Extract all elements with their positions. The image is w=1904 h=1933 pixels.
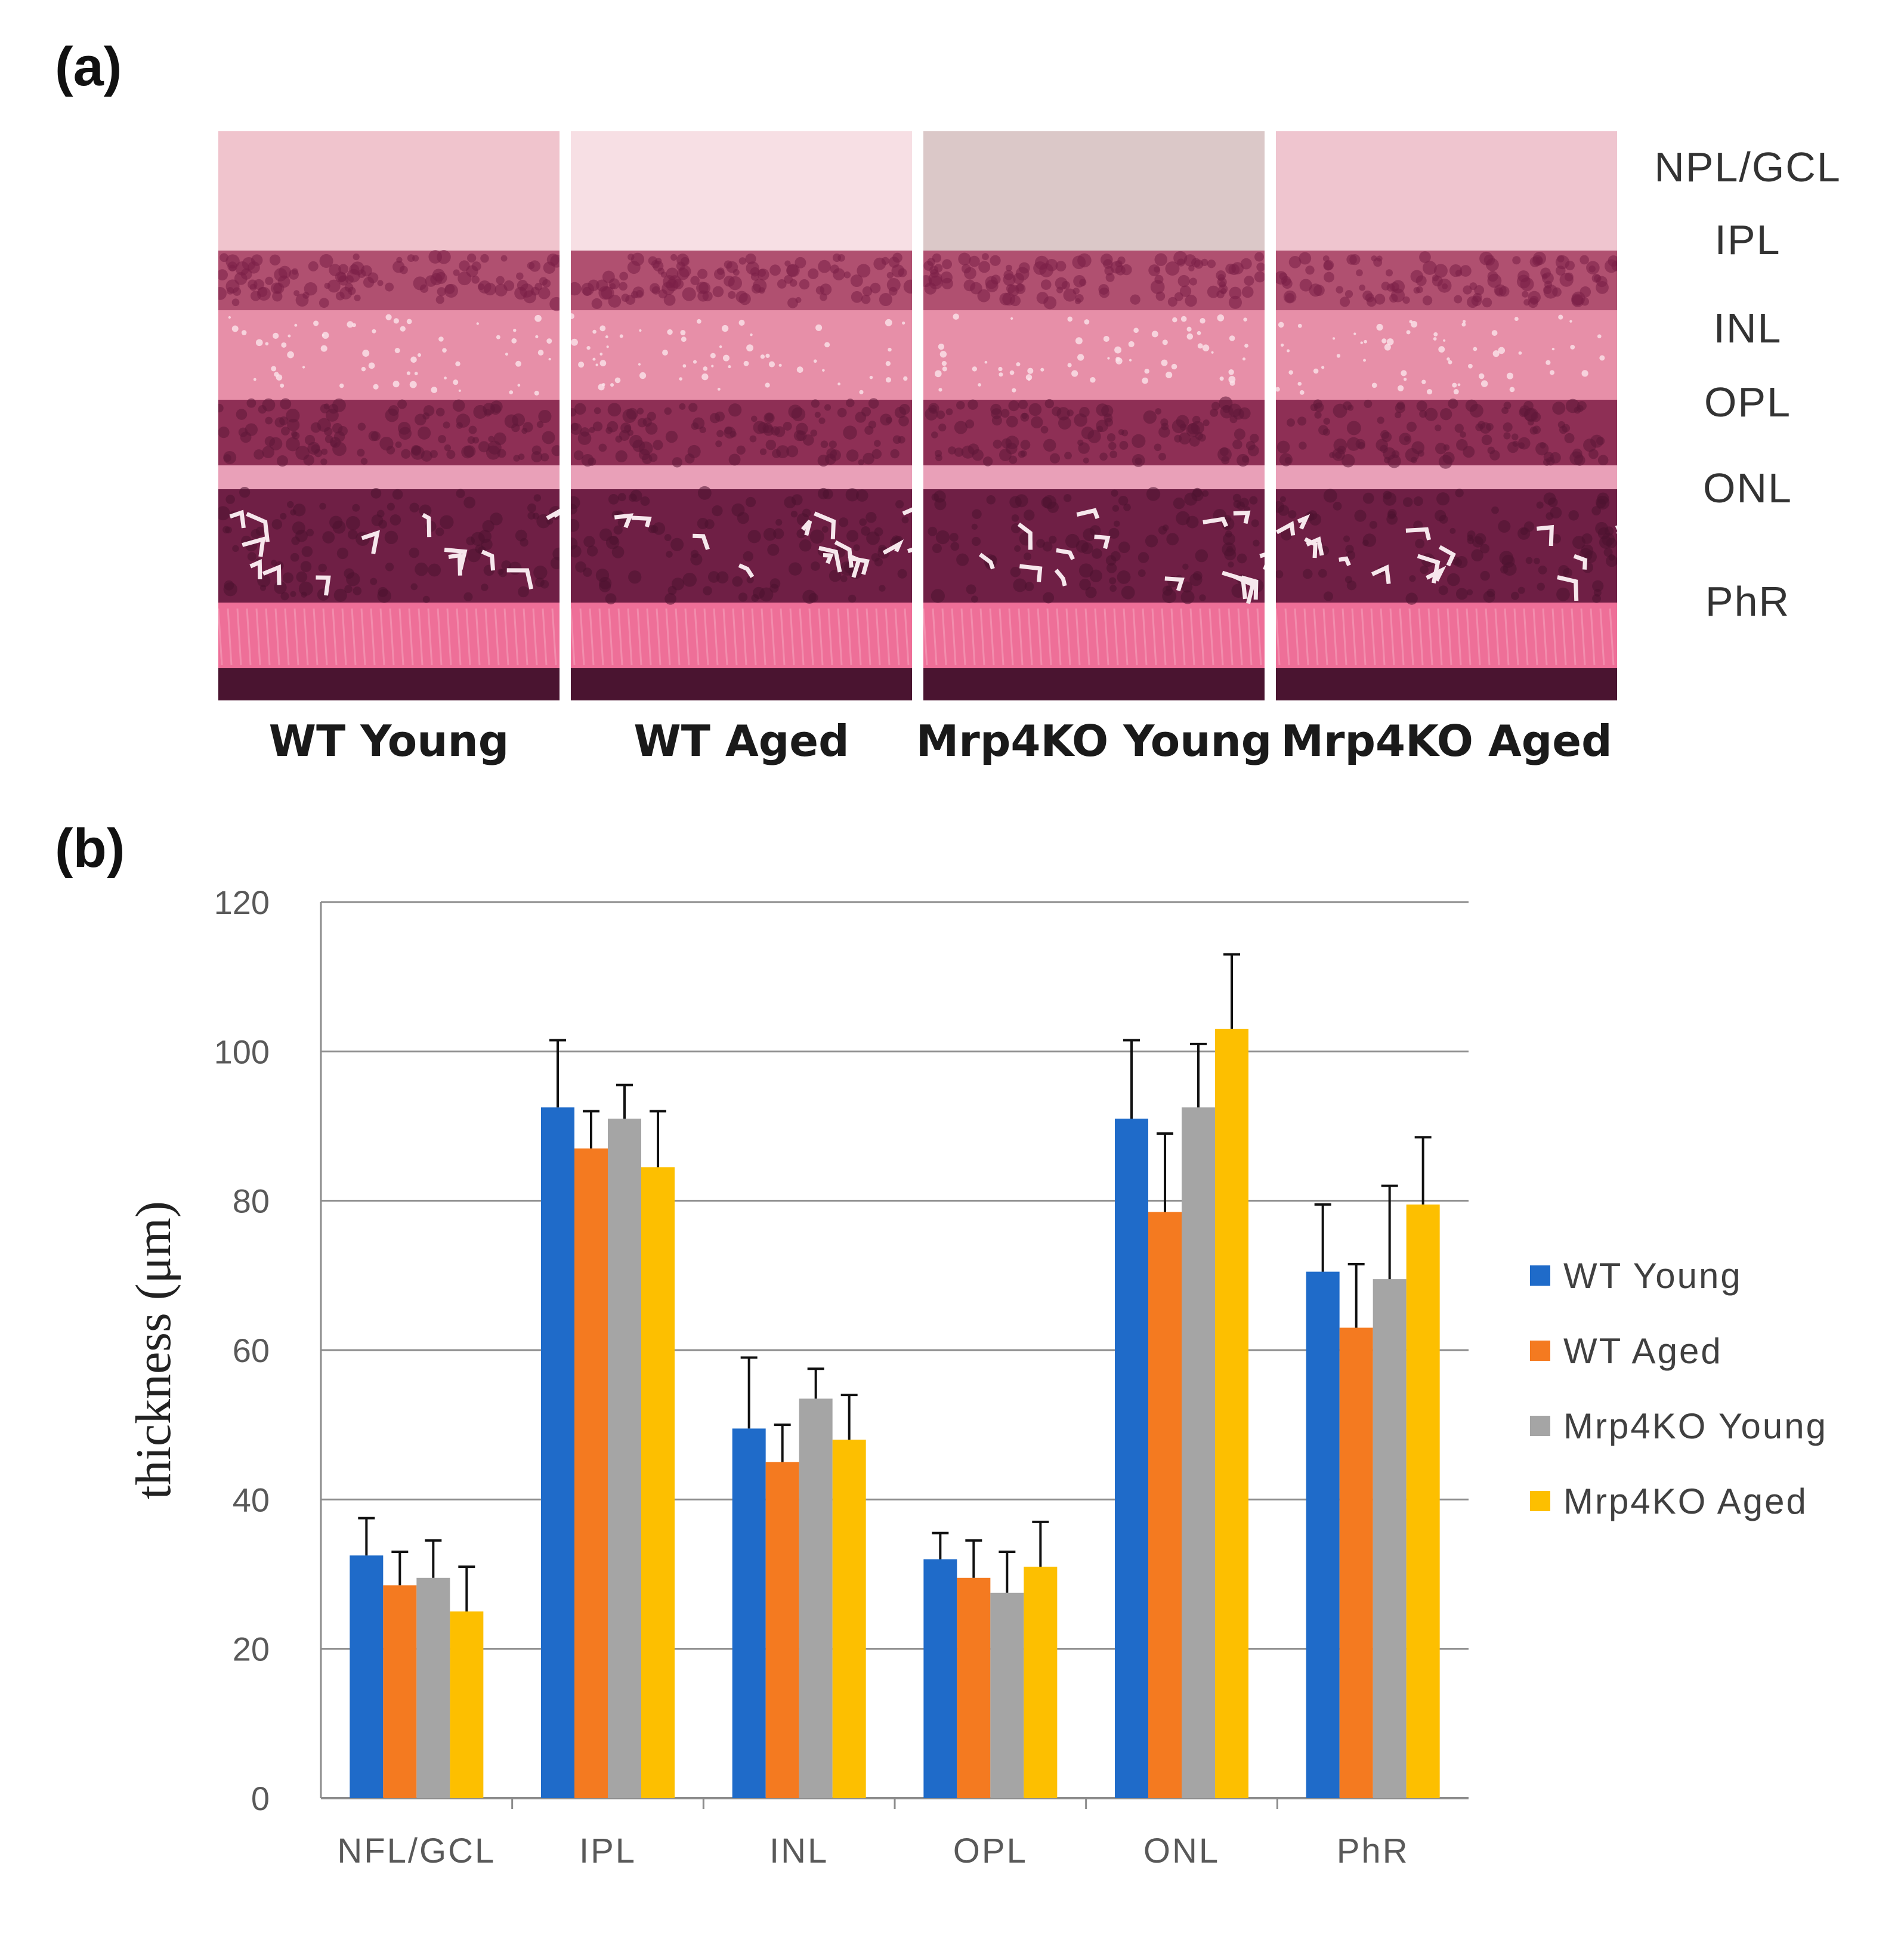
legend-item-mrp4ko-young: Mrp4KO Young [1530, 1388, 1828, 1463]
bar-mrp4ko-young-opl [990, 1592, 1024, 1798]
error-bar [391, 1550, 409, 1586]
error-bar [650, 1110, 666, 1168]
bar-wt-young-onl [1115, 1118, 1148, 1798]
legend-label-mrp4ko-aged: Mrp4KO Aged [1563, 1481, 1808, 1521]
bar-wt-young-nfl-gcl [350, 1555, 384, 1798]
y-tick-label: 100 [214, 1033, 270, 1070]
error-bar [1314, 1203, 1331, 1272]
bar-wt-aged-nfl-gcl [383, 1585, 417, 1798]
x-tick-label: PhR [1337, 1832, 1410, 1870]
y-tick-label: 0 [251, 1780, 270, 1817]
layer-label-npl-gcl: NPL/GCL [1654, 144, 1841, 190]
y-axis-title: thickness (μm) [126, 1201, 181, 1499]
bar-wt-aged-onl [1148, 1212, 1182, 1798]
bar-mrp4ko-aged-onl [1215, 1029, 1248, 1798]
error-bar [774, 1423, 791, 1462]
error-bar [1157, 1132, 1173, 1212]
legend-swatch-wt-aged [1530, 1341, 1550, 1361]
error-bar [425, 1539, 442, 1578]
micrograph-wt-young [218, 131, 560, 700]
x-tick-label: OPL [953, 1832, 1028, 1870]
x-tick-label: ONL [1143, 1832, 1220, 1870]
error-bar [583, 1110, 599, 1149]
micrograph-wt-aged [571, 131, 912, 700]
x-tick-label: NFL/GCL [337, 1832, 496, 1870]
bar-mrp4ko-aged-opl [1024, 1566, 1058, 1798]
panel-b-label: (b) [55, 818, 125, 879]
error-bar [999, 1550, 1016, 1593]
bar-wt-young-opl [923, 1559, 957, 1798]
bar-mrp4ko-young-onl [1182, 1107, 1215, 1798]
error-bar [807, 1367, 824, 1399]
error-bar [1032, 1520, 1049, 1567]
y-tick-label: 120 [214, 884, 270, 921]
panel-a-label: (a) [55, 36, 122, 97]
chart-legend: WT Young WT Aged Mrp4KO Young Mrp4KO Age… [1530, 1238, 1828, 1539]
bar-mrp4ko-young-inl [799, 1398, 833, 1798]
x-tick-label: INL [769, 1832, 829, 1870]
error-bar [1347, 1263, 1365, 1328]
error-bar [740, 1356, 758, 1429]
bar-chart: 0 20 40 60 80 100 120 thickness (μm) NFL/GCL IPL I… [126, 884, 1469, 1870]
y-tick-label: 40 [233, 1481, 270, 1518]
error-bar [358, 1517, 375, 1556]
layer-label-phr: PhR [1705, 578, 1791, 625]
error-bar [1414, 1136, 1432, 1205]
legend-label-wt-aged: WT Aged [1563, 1330, 1723, 1371]
y-tick-label: 20 [233, 1631, 270, 1668]
error-bar [932, 1531, 949, 1560]
legend-item-mrp4ko-aged: Mrp4KO Aged [1530, 1463, 1828, 1539]
bar-mrp4ko-young-ipl [608, 1118, 641, 1798]
micrograph-mrp4ko-young [923, 131, 1265, 700]
caption-wt-aged: WT Aged [633, 716, 849, 766]
layer-label-opl: OPL [1704, 379, 1792, 425]
x-tick-label: IPL [579, 1832, 636, 1870]
legend-item-wt-young: WT Young [1530, 1238, 1828, 1313]
layer-label-inl: INL [1713, 305, 1782, 351]
bar-wt-young-ipl [541, 1107, 574, 1798]
error-bar [965, 1539, 982, 1578]
bar-wt-aged-ipl [574, 1148, 608, 1798]
bar-wt-aged-opl [957, 1577, 991, 1798]
y-tick-label: 60 [233, 1332, 270, 1369]
bar-mrp4ko-aged-ipl [641, 1167, 675, 1798]
y-tick-label: 80 [233, 1182, 270, 1220]
error-bar [549, 1039, 566, 1108]
bar-mrp4ko-aged-inl [832, 1440, 866, 1798]
layer-label-onl: ONL [1703, 465, 1792, 511]
legend-label-wt-young: WT Young [1563, 1255, 1742, 1296]
micrograph-mrp4ko-aged [1276, 131, 1617, 700]
legend-swatch-wt-young [1530, 1265, 1550, 1286]
bar-wt-young-inl [732, 1428, 766, 1798]
error-bar [840, 1394, 858, 1440]
legend-item-wt-aged: WT Aged [1530, 1313, 1828, 1388]
bar-mrp4ko-young-phr [1373, 1279, 1407, 1798]
caption-mrp4ko-aged: Mrp4KO Aged [1281, 716, 1612, 766]
error-bar [1123, 1039, 1140, 1119]
error-bar [458, 1565, 475, 1612]
layer-label-ipl: IPL [1714, 217, 1781, 263]
bar-wt-young-phr [1306, 1271, 1340, 1798]
error-bar [1223, 953, 1240, 1029]
legend-swatch-mrp4ko-young [1530, 1416, 1550, 1436]
error-bar [1190, 1042, 1207, 1108]
error-bar [616, 1083, 633, 1119]
caption-mrp4ko-young: Mrp4KO Young [916, 716, 1272, 766]
legend-label-mrp4ko-young: Mrp4KO Young [1563, 1406, 1828, 1446]
bar-mrp4ko-aged-nfl-gcl [450, 1611, 484, 1798]
error-bar [1381, 1184, 1398, 1280]
bar-wt-aged-inl [765, 1462, 799, 1798]
bar-wt-aged-phr [1339, 1327, 1373, 1798]
legend-swatch-mrp4ko-aged [1530, 1491, 1550, 1511]
caption-wt-young: WT Young [268, 716, 509, 766]
bar-mrp4ko-aged-phr [1406, 1204, 1440, 1798]
bar-mrp4ko-young-nfl-gcl [416, 1577, 450, 1798]
